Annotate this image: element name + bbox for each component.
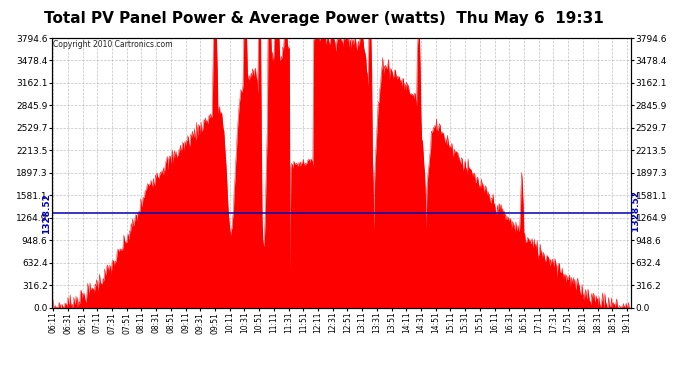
Text: 1328.52: 1328.52 (632, 191, 641, 235)
Text: Total PV Panel Power & Average Power (watts)  Thu May 6  19:31: Total PV Panel Power & Average Power (wa… (44, 11, 604, 26)
Text: Copyright 2010 Cartronics.com: Copyright 2010 Cartronics.com (53, 40, 172, 49)
Text: 1328.52: 1328.52 (42, 193, 51, 234)
